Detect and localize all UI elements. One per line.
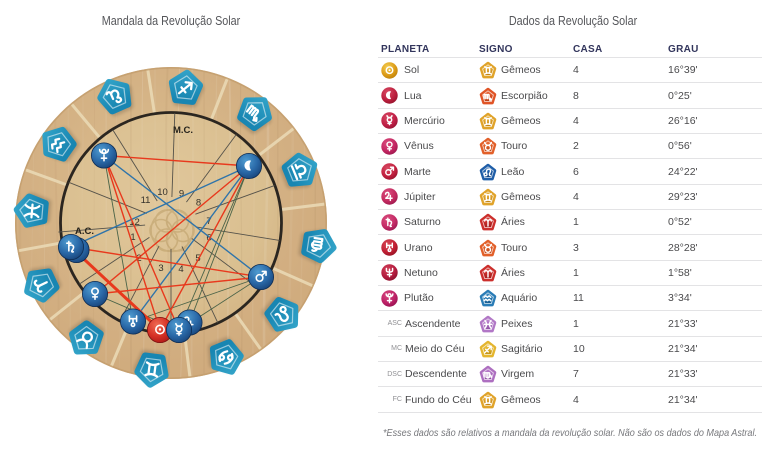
svg-text:1: 1 (130, 232, 135, 243)
svg-text:3: 3 (158, 263, 163, 274)
svg-text:7: 7 (206, 216, 211, 227)
svg-text:2: 2 (136, 253, 141, 264)
svg-text:12: 12 (129, 217, 140, 228)
svg-text:M.C.: M.C. (173, 125, 193, 136)
svg-text:11: 11 (141, 195, 151, 206)
svg-text:A.C.: A.C. (75, 226, 94, 237)
svg-text:9: 9 (179, 189, 184, 200)
svg-text:10: 10 (157, 187, 168, 198)
svg-text:6: 6 (206, 233, 211, 244)
svg-text:8: 8 (196, 198, 201, 209)
svg-text:4: 4 (178, 264, 183, 275)
svg-text:5: 5 (195, 253, 200, 264)
